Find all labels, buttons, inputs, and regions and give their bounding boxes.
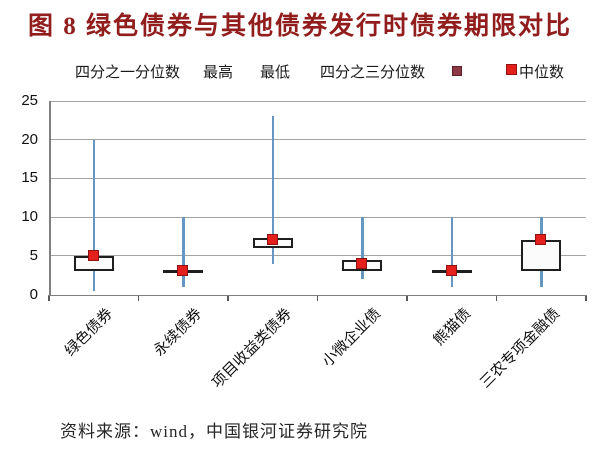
x-axis-line [48, 294, 587, 296]
legend-label-median: 中位数 [519, 64, 565, 81]
whisker-range-line [182, 217, 185, 287]
x-axis-tick [406, 295, 408, 301]
gridline [49, 139, 586, 141]
median-marker [266, 234, 278, 246]
gridline [49, 216, 586, 218]
whisker-range-line [92, 139, 95, 291]
y-axis-tick-label: 0 [29, 285, 38, 303]
y-axis-tick-label: 10 [21, 208, 38, 226]
whisker-range-line [361, 217, 364, 279]
median-marker [356, 257, 368, 269]
gridline [49, 100, 586, 102]
legend-label-minimum: 最低 [260, 64, 291, 81]
whisker-range-line [450, 217, 453, 287]
x-axis-tick [316, 295, 319, 301]
source-note: 资料来源：wind，中国银河证券研究院 [60, 422, 368, 441]
y-axis-tick-label: 20 [21, 130, 38, 148]
median-marker [87, 249, 99, 261]
x-axis-tick [585, 295, 587, 301]
median-marker [445, 265, 457, 277]
chart-title: 图 8 绿色债券与其他债券发行时债券期限对比 [27, 13, 572, 40]
x-axis-tick [227, 295, 229, 301]
legend-label-first-quartile: 四分之一分位数 [75, 64, 181, 81]
y-axis-line [49, 101, 51, 295]
y-axis-tick-label: 5 [29, 246, 38, 264]
median-marker [177, 265, 189, 277]
legend-label-third-quartile: 四分之三分位数 [320, 64, 426, 81]
whisker-range-line [271, 116, 274, 264]
gridline [49, 177, 586, 179]
x-axis-tick [495, 295, 498, 301]
gridline [49, 255, 586, 257]
median-marker [535, 234, 547, 246]
x-axis-tick [48, 295, 50, 301]
y-axis-tick-label: 25 [21, 92, 38, 109]
y-axis-tick-label: 15 [21, 169, 38, 187]
x-axis-tick [137, 295, 140, 301]
legend-label-maximum: 最高 [203, 64, 234, 81]
third-quartile-square-icon [452, 66, 462, 76]
chart-legend: 四分之一分位数 最高 最低 四分之三分位数 中位数 [0, 59, 600, 83]
median-square-icon [506, 64, 517, 75]
